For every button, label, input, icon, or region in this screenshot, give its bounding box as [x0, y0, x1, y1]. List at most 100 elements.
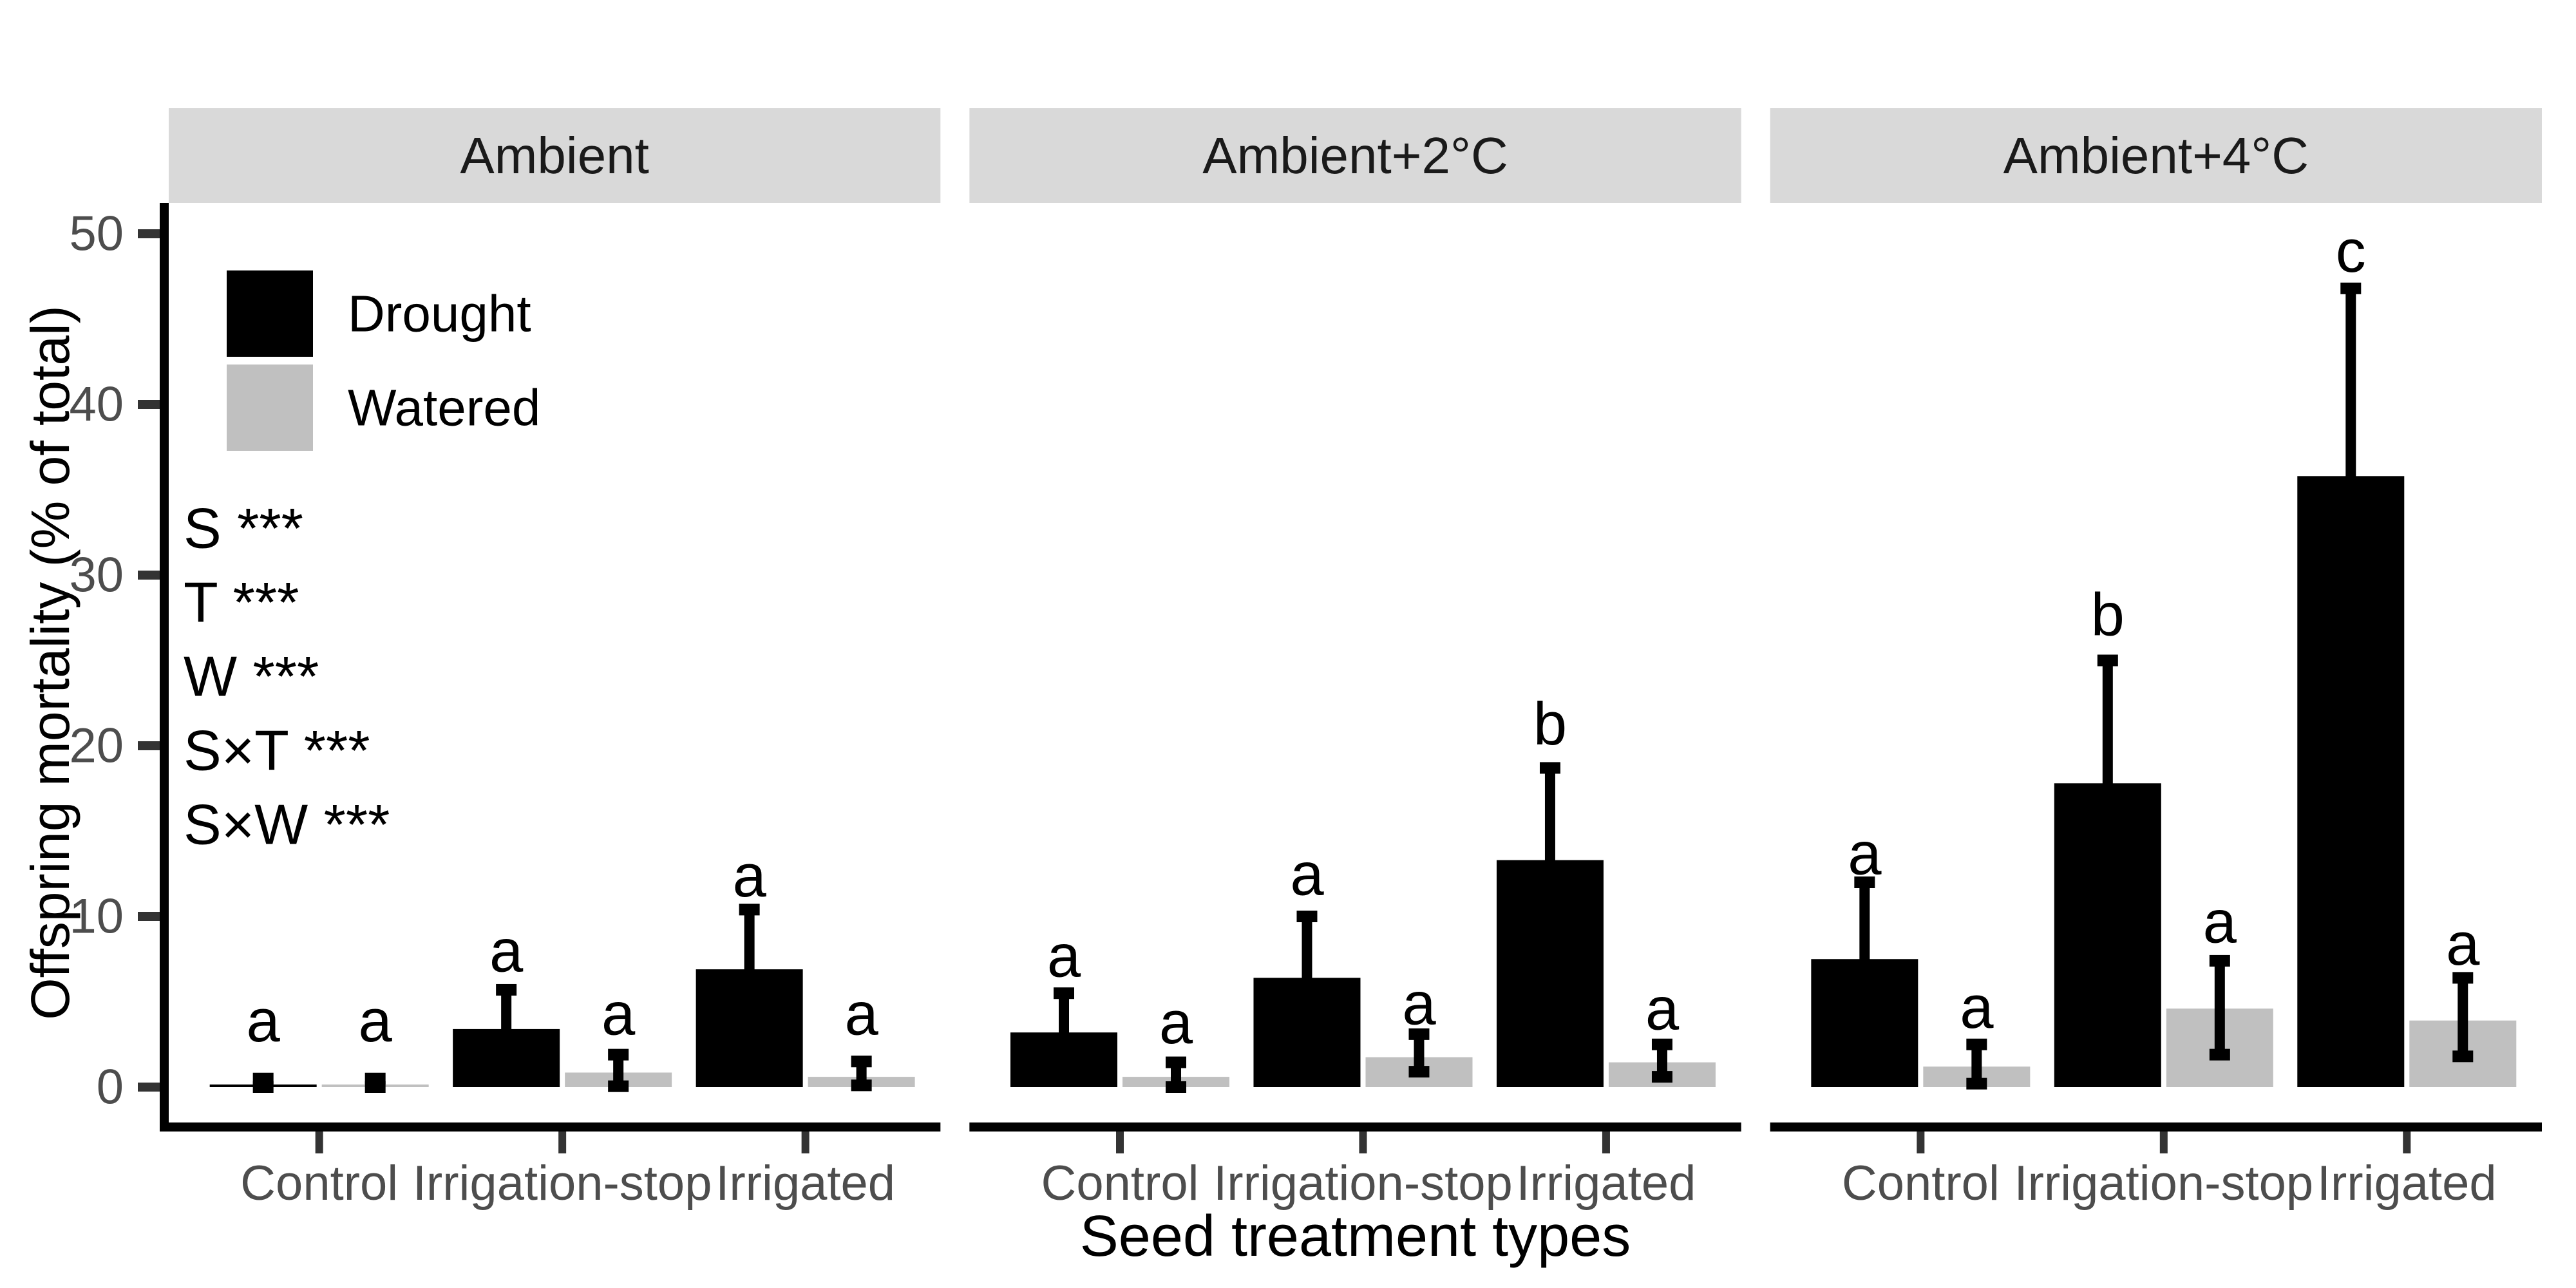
- error-bar-cap-bottom: [2340, 658, 2362, 670]
- x-tick-mark: [1917, 1132, 1925, 1153]
- error-bar-cap-top: [739, 904, 760, 916]
- x-tick-label: Irrigation-stop: [2014, 1156, 2313, 1211]
- x-tick-mark: [1116, 1132, 1124, 1153]
- x-tick-mark: [558, 1132, 567, 1153]
- y-tick-mark: [138, 229, 160, 238]
- stat-annotation: W ***: [184, 645, 319, 708]
- sig-letter: a: [1047, 922, 1081, 989]
- y-tick-mark: [138, 400, 160, 409]
- error-bar-cap-bottom: [252, 1081, 274, 1093]
- x-tick-mark: [801, 1132, 810, 1153]
- sig-letter: a: [1402, 970, 1436, 1037]
- x-tick-label: Control: [240, 1156, 398, 1211]
- x-axis-line: [169, 1122, 941, 1132]
- error-bar-cap-bottom: [851, 1079, 872, 1092]
- x-tick-label: Irrigation-stop: [1213, 1156, 1513, 1211]
- legend-swatch-drought: [227, 270, 313, 357]
- error-bar-cap-top: [1854, 876, 1875, 888]
- stat-annotation: S ***: [184, 497, 303, 560]
- error-bar-line: [2345, 288, 2356, 664]
- y-tick-label: 40: [69, 377, 124, 432]
- error-bar-line: [856, 1061, 867, 1086]
- error-bar-cap-top: [1966, 1038, 1987, 1050]
- legend-swatch-watered: [227, 365, 313, 451]
- sig-letter: a: [359, 987, 393, 1054]
- error-bar-cap-top: [608, 1048, 629, 1061]
- x-tick-mark: [2403, 1132, 2411, 1153]
- error-bar-line: [1971, 1044, 1982, 1084]
- sig-letter: a: [489, 917, 524, 985]
- x-tick-mark: [1602, 1132, 1610, 1153]
- error-bar-line: [2458, 978, 2468, 1057]
- error-bar-cap-bottom: [1408, 1066, 1430, 1078]
- error-bar-cap-bottom: [1539, 946, 1560, 958]
- x-tick-mark: [1359, 1132, 1367, 1153]
- error-bar-cap-top: [1166, 1056, 1187, 1068]
- sig-letter: a: [844, 980, 878, 1048]
- y-tick-mark: [138, 1083, 160, 1092]
- sig-letter: b: [1533, 690, 1567, 757]
- legend-label-drought: Drought: [348, 285, 531, 343]
- x-tick-label: Irrigated: [2317, 1156, 2497, 1211]
- error-bar-cap-bottom: [2097, 900, 2118, 913]
- sig-letter: a: [247, 987, 281, 1054]
- error-bar-cap-top: [1408, 1028, 1430, 1040]
- error-bar-cap-bottom: [1166, 1081, 1187, 1093]
- error-bar-cap-top: [1651, 1038, 1672, 1050]
- error-bar-cap-top: [2452, 972, 2474, 984]
- x-axis-title: Seed treatment types: [1080, 1204, 1631, 1269]
- sig-letter: a: [601, 980, 636, 1048]
- stat-annotation: S×W ***: [184, 793, 390, 857]
- sig-letter: a: [1645, 975, 1680, 1043]
- x-tick-label: Control: [1842, 1156, 2000, 1211]
- error-bar-cap-bottom: [1966, 1077, 1987, 1090]
- error-bar-line: [1859, 882, 1870, 1036]
- facet-strip-label: Ambient+2°C: [1202, 127, 1508, 184]
- error-bar-line: [2102, 660, 2113, 907]
- x-axis-line: [1770, 1122, 2542, 1132]
- error-bar-cap-bottom: [365, 1081, 386, 1093]
- y-tick-label: 50: [69, 207, 124, 261]
- y-axis-title: Offspring mortality (% of total): [20, 305, 80, 1019]
- error-bar-cap-top: [496, 983, 517, 996]
- error-bar-cap-bottom: [2209, 1048, 2230, 1061]
- x-tick-mark: [315, 1132, 323, 1153]
- sig-letter: a: [732, 842, 766, 909]
- sig-letter: a: [1848, 819, 1882, 887]
- x-tick-label: Irrigated: [715, 1156, 895, 1211]
- sig-letter: a: [1159, 989, 1193, 1056]
- x-tick-mark: [2159, 1132, 2168, 1153]
- y-tick-label: 30: [69, 548, 124, 603]
- error-bar-cap-top: [2097, 654, 2118, 667]
- error-bar-cap-bottom: [1651, 1071, 1672, 1083]
- sig-letter: b: [2091, 580, 2125, 648]
- error-bar-line: [613, 1054, 624, 1086]
- facet-strip: [969, 108, 1741, 203]
- sig-letter: a: [1960, 973, 1994, 1041]
- error-bar-cap-bottom: [739, 1023, 760, 1035]
- error-bar-line: [744, 909, 755, 1029]
- sig-letter: a: [2203, 887, 2237, 955]
- error-bar-cap-bottom: [1296, 1033, 1318, 1045]
- y-tick-mark: [138, 571, 160, 580]
- x-tick-label: Irrigation-stop: [413, 1156, 712, 1211]
- error-bar-line: [1171, 1062, 1182, 1087]
- error-bar-line: [1059, 993, 1070, 1072]
- stat-annotation: S×T ***: [184, 719, 370, 782]
- error-bar-line: [501, 989, 512, 1068]
- error-bar-cap-top: [1539, 762, 1560, 774]
- x-axis-line: [969, 1122, 1741, 1132]
- facet-strip-label: Ambient: [460, 127, 649, 184]
- sig-letter: a: [2446, 910, 2480, 978]
- error-bar-cap-top: [2209, 954, 2230, 967]
- y-tick-mark: [138, 912, 160, 921]
- error-bar-cap-bottom: [2452, 1050, 2474, 1063]
- facet-strip-label: Ambient+4°C: [2003, 127, 2309, 184]
- y-tick-mark: [138, 741, 160, 750]
- sig-letter: c: [2336, 217, 2366, 285]
- error-bar-cap-top: [851, 1056, 872, 1068]
- facet-strip: [1770, 108, 2542, 203]
- x-tick-label: Irrigated: [1517, 1156, 1696, 1211]
